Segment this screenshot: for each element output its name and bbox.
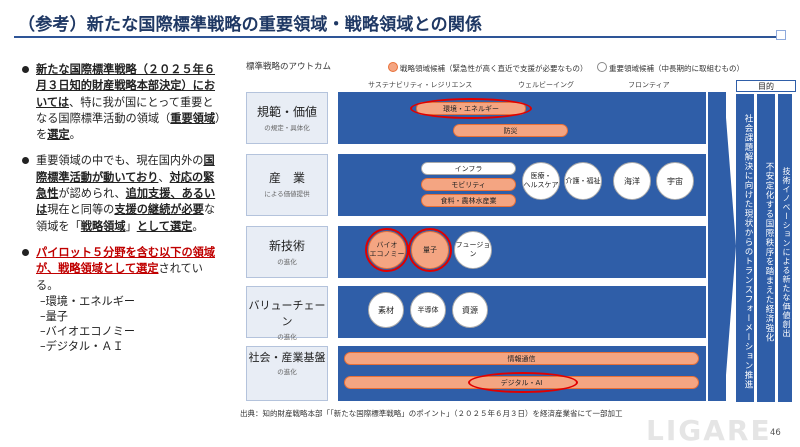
bullet-2-text-7: 。 (192, 219, 204, 233)
strategic-field-item: –バイオエコノミー (40, 324, 136, 338)
bullet-1-text-3: 。 (69, 128, 81, 142)
purpose-column: 技術イノベーションによる新たな価値創出 (778, 94, 792, 402)
circle-semiconductor: 半導体 (410, 292, 446, 328)
bullet-3: パイロット５分野を含む以下の領域が、戦略領域として選定されている。 –環境・エネ… (22, 245, 222, 354)
column-header: サステナビリティ・レジリエンス (368, 81, 473, 89)
bullet-1-key-term-2: 選定 (47, 128, 70, 142)
circle-ocean: 海洋 (613, 162, 651, 200)
title-underline (14, 36, 786, 38)
ligare-logo: LIGARE (646, 414, 772, 447)
right-arrow-connector (708, 92, 726, 401)
row-label-sub: の進化 (277, 368, 297, 376)
bullet-2-text-6: 」 (125, 219, 137, 233)
bullet-2-text-5: な領域を「 (36, 203, 216, 233)
row-label-sub: の進化 (277, 333, 297, 341)
circle-nursing-care: 介護・福祉 (564, 162, 602, 200)
row-label-sub: の規定・具体化 (264, 124, 310, 132)
bullet-1: 新たな国際標準戦略（２０２５年６月３日知的財産戦略本部決定）においては、特に我が… (22, 62, 222, 143)
purpose-header: 目的 (736, 80, 796, 92)
purpose-column: 不安定化する国際秩序を踏まえた経済強化 (757, 94, 775, 402)
bullet-2-text-2: 、 (158, 170, 170, 184)
bullet-2: 重要領域の中でも、現在国内外の国際標準活動が動いており、対応の緊急性が認められ、… (22, 153, 222, 234)
pill-information-communication: 情報通信 (344, 352, 699, 365)
bullet-2-underline-2: 対応の緊急性 (36, 170, 215, 201)
row-label-value-chain: バリューチェーン の進化 (246, 286, 328, 341)
row-label-main: 規範・価値 (256, 105, 317, 119)
bullet-2-text-4: 現在と同等の (47, 203, 115, 217)
strategic-field-item: –量子 (40, 309, 68, 323)
bullet-2-underline-1: 国際標準活動が動いており (36, 154, 215, 184)
left-text-panel: 新たな国際標準戦略（２０２５年６月３日知的財産戦略本部決定）においては、特に我が… (22, 62, 222, 364)
bullet-1-bold: 新たな国際標準戦略（２０２５年６月３日知的財産戦略本部決定）においては (36, 63, 216, 109)
circle-fusion: フュージョン (454, 231, 492, 269)
row-label-main: 社会・産業基盤 (248, 351, 326, 364)
purpose-column: 社会課題解決に向けた現状からのトランスフォーメーション推進 (736, 94, 754, 402)
bullet-1-key-term: 重要領域 (170, 111, 216, 125)
bullet-dot (22, 248, 29, 256)
pill-food-agriculture: 食料・農林水産業 (421, 194, 516, 207)
page-title: （参考）新たな国際標準戦略の重要領域・戦略領域との関係 (18, 15, 483, 35)
circle-materials: 素材 (368, 292, 404, 328)
column-header: ウェルビーイング (518, 81, 574, 89)
row-label-industry: 産 業 による価値提供 (246, 154, 328, 216)
row-label-new-technology: 新技術 の進化 (246, 226, 328, 278)
legend-important-label: 重要領域候補（中長期的に取組むもの） (609, 64, 745, 73)
bullet-2-underline-3: 追加支援、あるいは (36, 187, 216, 217)
strategy-diagram: 標準戦略のアウトカム 戦略領域候補（緊急性が高く直近で支援が必要なもの） 重要領… (238, 58, 796, 406)
circle-resources: 資源 (452, 292, 488, 328)
pill-mobility: モビリティ (421, 178, 516, 191)
row-label-infrastructure: 社会・産業基盤 の進化 (246, 346, 328, 401)
circle-healthcare: 医療・ ヘルスケア (522, 162, 560, 200)
strategic-field-item: –デジタル・ＡＩ (40, 339, 124, 353)
source-citation: 出典：知的財産戦略本部「「新たな国際標準戦略」のポイント」（２０２５年６月３日）… (240, 409, 623, 418)
diagram-legend: 戦略領域候補（緊急性が高く直近で支援が必要なもの） 重要領域候補（中長期的に取組… (388, 62, 744, 74)
bullet-2-underline-5: 戦略領域 (80, 219, 126, 233)
bullet-3-highlight: パイロット５分野を含む以下の領域が、戦略領域として選定 (36, 245, 216, 276)
page-number: 46 (770, 428, 781, 438)
row-label-sub: の進化 (277, 258, 297, 266)
pill-disaster-prevention: 防災 (453, 124, 568, 137)
column-header: フロンティア (628, 81, 670, 89)
bullet-2-underline-4: 支援の継続が必要 (114, 203, 204, 217)
row-label-sub: による価値提供 (264, 190, 310, 198)
arrow-head-icon (724, 92, 736, 401)
row-label-main: バリューチェーン (248, 299, 326, 328)
bullet-2-underline-6: として選定 (136, 219, 193, 233)
red-highlight-ring (410, 98, 532, 119)
bullet-dot (22, 66, 29, 73)
legend-strategic-label: 戦略領域候補（緊急性が高く直近で支援が必要なもの） (400, 64, 588, 73)
bullet-1-text: 、特に我が国にとって重要となる国際標準活動の領域（ (36, 95, 214, 125)
bullet-2-text-3: が認められ、 (58, 187, 126, 201)
title-rule-end-marker (776, 30, 786, 40)
diagram-header: 標準戦略のアウトカム (246, 62, 332, 72)
bullet-dot (22, 157, 29, 165)
pill-infrastructure: インフラ (421, 162, 516, 175)
red-highlight-ring (408, 228, 452, 272)
row-label-main: 新技術 (268, 239, 305, 253)
bullet-3-text: されている。 (36, 262, 203, 292)
legend-white-dot-icon (597, 62, 608, 72)
circle-space: 宇宙 (656, 162, 694, 200)
strategic-field-item: –環境・エネルギー (40, 294, 136, 308)
bullet-1-text-2: ）を (36, 111, 221, 142)
bullet-2-text: 重要領域の中でも、現在国内外の (36, 154, 204, 168)
legend-orange-dot-icon (388, 62, 398, 72)
red-highlight-ring (365, 228, 409, 272)
red-highlight-ring (468, 372, 578, 393)
row-label-norms: 規範・価値 の規定・具体化 (246, 92, 328, 144)
row-label-main: 産 業 (268, 171, 305, 185)
